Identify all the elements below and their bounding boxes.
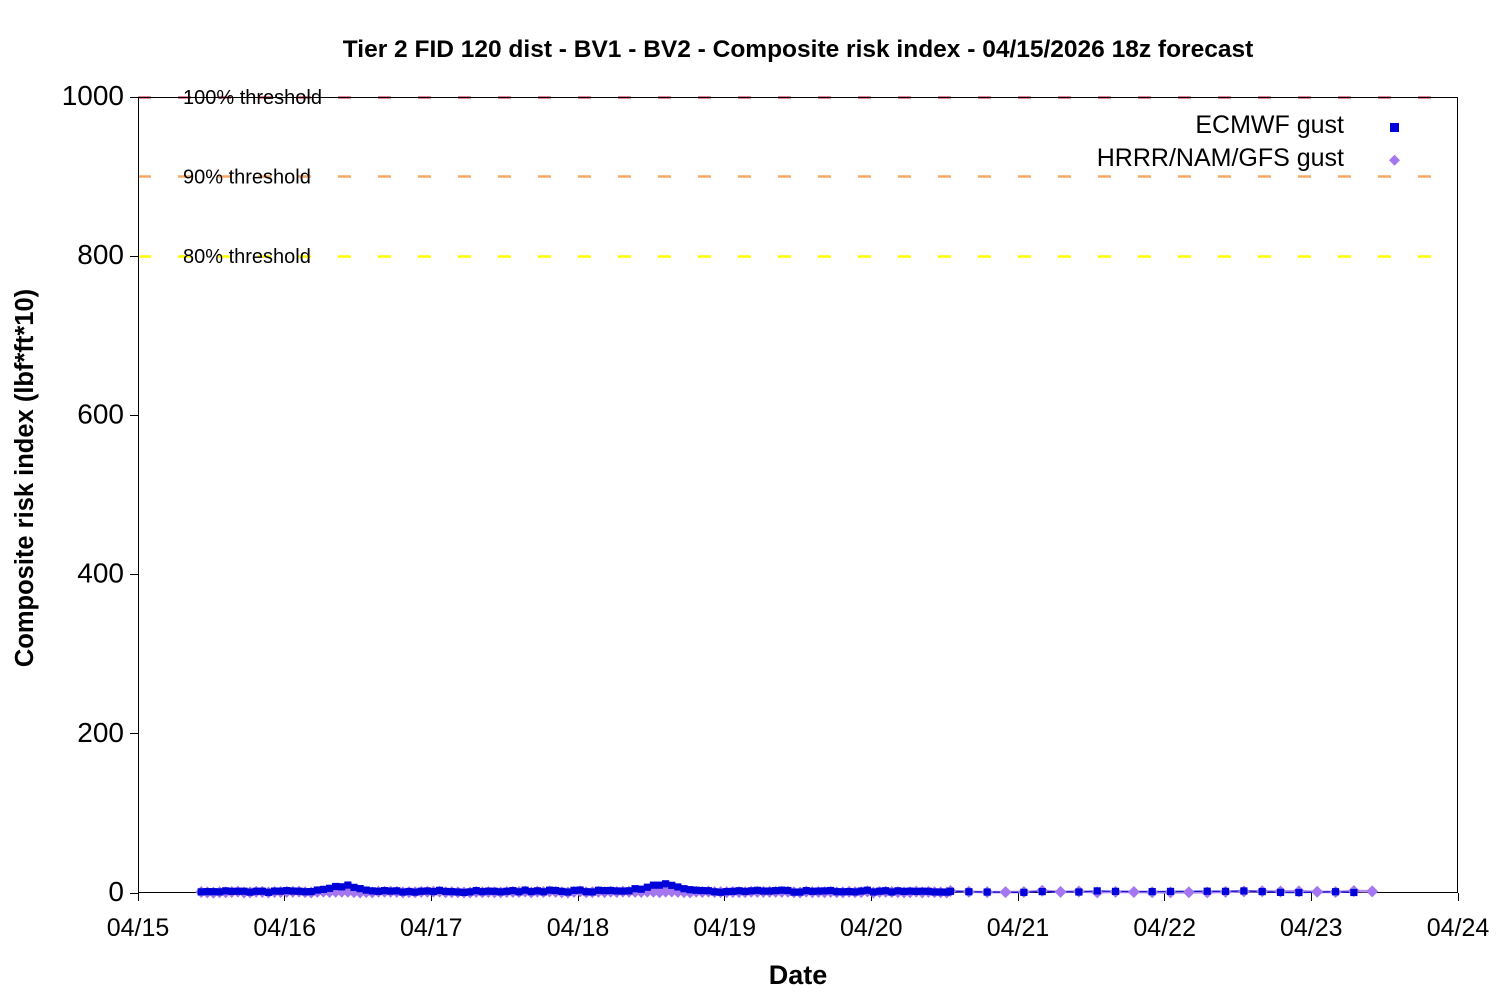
svg-text:04/21: 04/21 bbox=[987, 914, 1050, 942]
svg-text:04/24: 04/24 bbox=[1427, 914, 1490, 942]
svg-text:04/20: 04/20 bbox=[840, 914, 903, 942]
svg-text:800: 800 bbox=[77, 239, 124, 270]
svg-text:80% threshold: 80% threshold bbox=[183, 246, 311, 268]
svg-text:0: 0 bbox=[108, 876, 124, 907]
svg-text:90% threshold: 90% threshold bbox=[183, 167, 311, 189]
svg-text:04/18: 04/18 bbox=[547, 914, 610, 942]
svg-text:Composite risk index (lbf*ft*1: Composite risk index (lbf*ft*10) bbox=[11, 289, 39, 667]
svg-text:04/23: 04/23 bbox=[1280, 914, 1343, 942]
svg-text:04/22: 04/22 bbox=[1133, 914, 1196, 942]
svg-text:Date: Date bbox=[769, 960, 828, 990]
svg-text:04/16: 04/16 bbox=[253, 914, 316, 942]
svg-text:600: 600 bbox=[77, 398, 124, 429]
svg-text:04/15: 04/15 bbox=[107, 914, 170, 942]
svg-text:200: 200 bbox=[77, 717, 124, 748]
svg-text:Tier 2 FID 120 dist - BV1 - BV: Tier 2 FID 120 dist - BV1 - BV2 - Compos… bbox=[343, 36, 1254, 63]
svg-text:100% threshold: 100% threshold bbox=[183, 87, 322, 109]
svg-text:ECMWF gust: ECMWF gust bbox=[1195, 111, 1344, 139]
svg-text:400: 400 bbox=[77, 558, 124, 589]
svg-text:04/19: 04/19 bbox=[693, 914, 756, 942]
svg-text:04/17: 04/17 bbox=[400, 914, 463, 942]
svg-text:HRRR/NAM/GFS gust: HRRR/NAM/GFS gust bbox=[1097, 144, 1344, 172]
svg-text:1000: 1000 bbox=[62, 80, 124, 111]
